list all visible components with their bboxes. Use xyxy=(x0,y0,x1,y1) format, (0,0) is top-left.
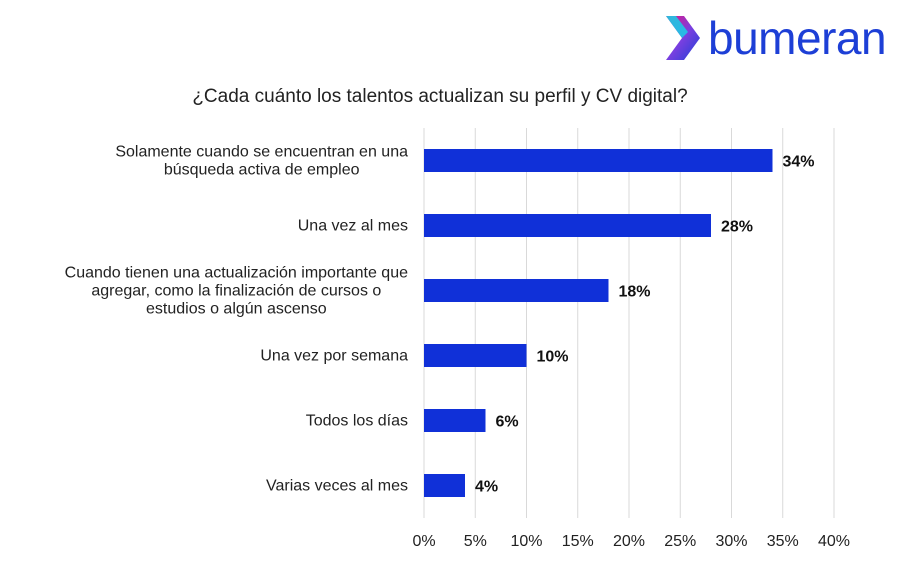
x-tick-label: 0% xyxy=(412,533,435,550)
category-label-line: Todos los días xyxy=(306,413,408,430)
bar xyxy=(424,279,609,302)
x-tick-label: 10% xyxy=(510,533,542,550)
value-labels: 34% 28% 18% 10% 6% 4% xyxy=(475,154,815,496)
category-label-line: Solamente cuando se encuentran en una xyxy=(115,144,408,161)
category-label: Varias veces al mes xyxy=(266,478,408,495)
data-label: 34% xyxy=(783,154,815,171)
data-label: 18% xyxy=(619,284,651,301)
x-tick-label: 25% xyxy=(664,533,696,550)
bars xyxy=(424,149,773,497)
data-label: 28% xyxy=(721,219,753,236)
category-label-line: Varias veces al mes xyxy=(266,478,408,495)
bar xyxy=(424,344,527,367)
data-label: 10% xyxy=(537,349,569,366)
x-axis-tick-labels: 0% 5% 10% 15% 20% 25% 30% 35% 40% xyxy=(412,533,850,550)
x-tick-label: 35% xyxy=(767,533,799,550)
category-label: Una vez al mes xyxy=(298,218,408,235)
chart-title: ¿Cada cuánto los talentos actualizan su … xyxy=(192,86,688,107)
category-label: Cuando tienen una actualización importan… xyxy=(65,265,408,318)
category-label-line: Una vez al mes xyxy=(298,218,408,235)
category-label-line: Una vez por semana xyxy=(260,348,408,365)
category-label: Una vez por semana xyxy=(260,348,408,365)
x-tick-label: 30% xyxy=(715,533,747,550)
bumeran-logo: bumeran xyxy=(660,8,887,68)
x-tick-label: 15% xyxy=(562,533,594,550)
data-label: 6% xyxy=(496,414,519,431)
category-label: Todos los días xyxy=(306,413,408,430)
category-label: Solamente cuando se encuentran en una bús… xyxy=(115,144,408,179)
category-label-line: estudios o algún ascenso xyxy=(146,301,327,318)
bumeran-logo-mark-icon xyxy=(666,16,700,60)
category-label-line: Cuando tienen una actualización importan… xyxy=(65,265,408,282)
gridlines xyxy=(423,128,835,518)
bar xyxy=(424,149,773,172)
category-label-line: agregar, como la finalización de cursos … xyxy=(91,283,381,300)
logo-text: bumeran xyxy=(708,12,887,64)
data-label: 4% xyxy=(475,479,498,496)
bar xyxy=(424,474,465,497)
category-label-line: búsqueda activa de empleo xyxy=(164,162,360,179)
x-tick-label: 40% xyxy=(818,533,850,550)
category-labels: Solamente cuando se encuentran en una bús… xyxy=(65,144,408,495)
x-tick-label: 5% xyxy=(464,533,487,550)
bar xyxy=(424,214,711,237)
bar xyxy=(424,409,486,432)
x-tick-label: 20% xyxy=(613,533,645,550)
